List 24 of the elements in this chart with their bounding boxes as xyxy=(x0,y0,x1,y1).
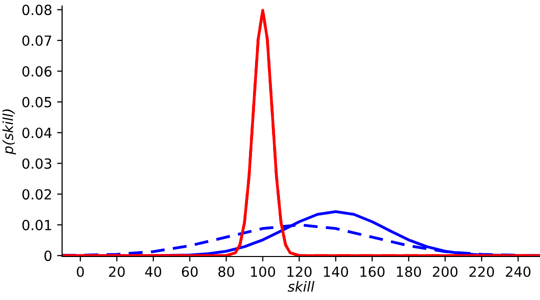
x-axis-title: skill xyxy=(288,281,314,292)
y-tick-label: 0 xyxy=(44,250,52,262)
x-tick-label: 160 xyxy=(360,266,385,277)
y-tick-label: 0.06 xyxy=(22,66,52,77)
x-tick-label: 60 xyxy=(182,266,198,277)
y-tick-label: 0.07 xyxy=(22,35,52,46)
y-axis-title: p(skill) xyxy=(2,109,16,155)
y-tick-label: 0.01 xyxy=(22,220,52,230)
x-tick-label: 220 xyxy=(469,266,494,277)
y-tick-label: 0.03 xyxy=(22,158,52,169)
y-tick-label: 0.08 xyxy=(22,4,52,16)
x-tick-label: 120 xyxy=(287,266,312,277)
y-tick-label: 0.02 xyxy=(22,189,51,200)
x-tick-label: 180 xyxy=(396,266,421,277)
y-tick-label: 0.05 xyxy=(22,96,52,108)
x-tick-label: 40 xyxy=(145,266,162,277)
x-tick-label: 80 xyxy=(218,266,234,277)
x-tick-label: 100 xyxy=(251,266,276,277)
x-tick-label: 240 xyxy=(506,266,530,277)
x-tick-label: 140 xyxy=(324,266,348,277)
y-tick-label: 0.04 xyxy=(22,128,52,138)
x-tick-label: 20 xyxy=(109,266,125,277)
x-tick-label: 200 xyxy=(432,266,458,277)
x-tick-label: 0 xyxy=(76,266,84,277)
